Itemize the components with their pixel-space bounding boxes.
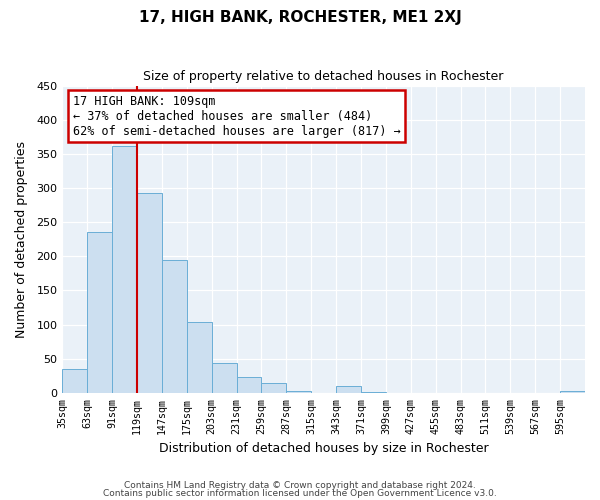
Text: Contains HM Land Registry data © Crown copyright and database right 2024.: Contains HM Land Registry data © Crown c… [124, 481, 476, 490]
Title: Size of property relative to detached houses in Rochester: Size of property relative to detached ho… [143, 70, 504, 83]
X-axis label: Distribution of detached houses by size in Rochester: Distribution of detached houses by size … [159, 442, 488, 455]
Text: Contains public sector information licensed under the Open Government Licence v3: Contains public sector information licen… [103, 488, 497, 498]
Bar [212, 363, 236, 393]
Bar [162, 260, 187, 393]
Bar [87, 232, 112, 393]
Bar [361, 392, 386, 393]
Text: 17, HIGH BANK, ROCHESTER, ME1 2XJ: 17, HIGH BANK, ROCHESTER, ME1 2XJ [139, 10, 461, 25]
Bar [62, 369, 87, 393]
Bar [236, 377, 262, 393]
Bar [262, 383, 286, 393]
Text: 17 HIGH BANK: 109sqm
← 37% of detached houses are smaller (484)
62% of semi-deta: 17 HIGH BANK: 109sqm ← 37% of detached h… [73, 95, 401, 138]
Bar [560, 392, 585, 393]
Bar [336, 386, 361, 393]
Bar [187, 322, 212, 393]
Y-axis label: Number of detached properties: Number of detached properties [15, 140, 28, 338]
Bar [112, 146, 137, 393]
Bar [286, 391, 311, 393]
Bar [137, 194, 162, 393]
